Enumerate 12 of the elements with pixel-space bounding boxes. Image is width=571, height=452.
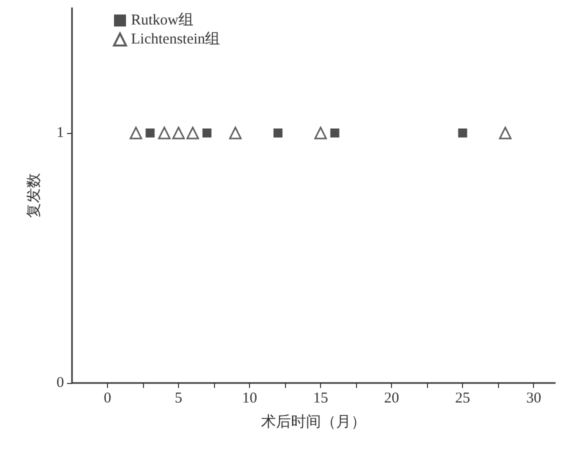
y-tick-label: 1 bbox=[56, 125, 64, 141]
x-tick-label: 15 bbox=[313, 390, 328, 406]
legend-label: Rutkow组 bbox=[131, 12, 194, 28]
x-tick-label: 25 bbox=[455, 390, 470, 406]
x-tick-label: 5 bbox=[174, 390, 182, 406]
x-tick-label: 10 bbox=[242, 390, 258, 406]
y-axis-title: 复发数 bbox=[26, 173, 42, 218]
x-axis-title: 术后时间（月） bbox=[261, 414, 366, 430]
x-tick-label: 30 bbox=[526, 390, 542, 406]
x-tick-label: 0 bbox=[104, 390, 112, 406]
x-tick-label: 20 bbox=[384, 390, 400, 406]
legend-label: Lichtenstein组 bbox=[131, 30, 220, 48]
